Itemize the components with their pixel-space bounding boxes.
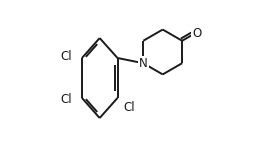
Text: O: O xyxy=(192,27,202,40)
Text: Cl: Cl xyxy=(61,50,73,63)
Text: Cl: Cl xyxy=(61,93,73,106)
Text: Cl: Cl xyxy=(124,101,135,114)
Text: N: N xyxy=(139,57,148,70)
